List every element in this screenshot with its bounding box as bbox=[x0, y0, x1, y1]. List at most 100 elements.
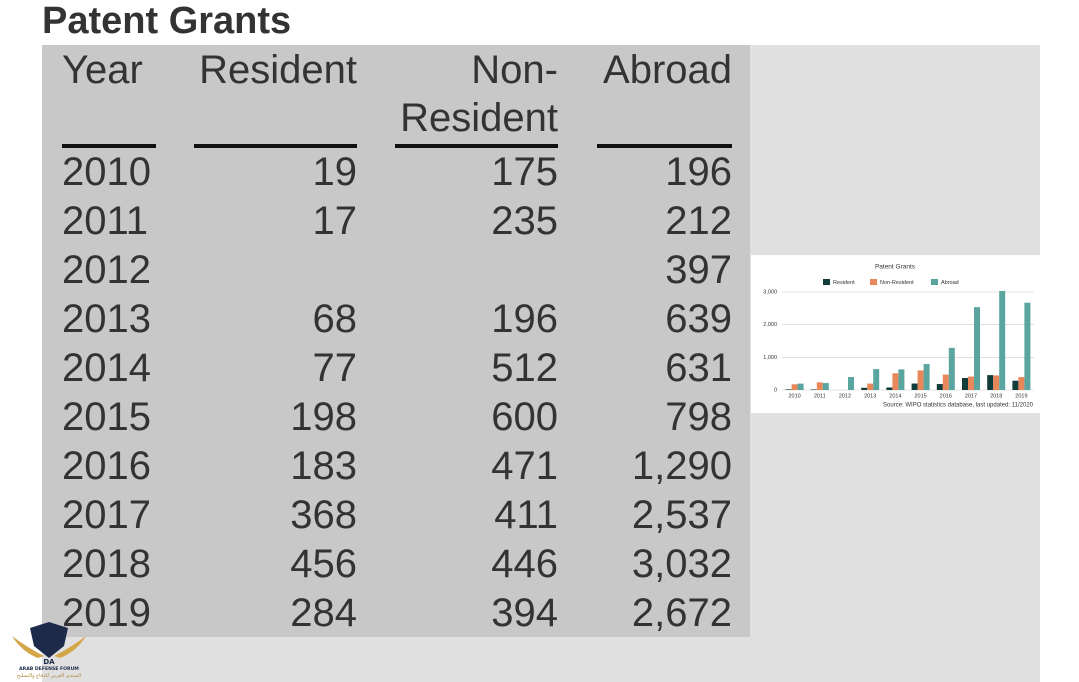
year-cell: 2012 bbox=[62, 248, 151, 292]
x-tick-label: 2017 bbox=[965, 393, 977, 399]
y-tick-label: 2,000 bbox=[763, 322, 777, 328]
legend-label: Abroad bbox=[941, 280, 959, 286]
x-tick-label: 2016 bbox=[940, 393, 952, 399]
bar bbox=[873, 369, 880, 390]
column-header: Non-Resident bbox=[400, 48, 558, 140]
bar bbox=[942, 374, 949, 390]
bar bbox=[1018, 377, 1025, 390]
page-title: Patent Grants bbox=[42, 0, 292, 42]
logo-arabic: المنتدى العربي للدفاع والتسليح bbox=[17, 673, 81, 679]
value-cell: 19 bbox=[312, 150, 358, 194]
year-cell: 2015 bbox=[62, 395, 151, 439]
chart-source: Source: WIPO statistics database, last u… bbox=[883, 403, 1034, 409]
x-tick-label: 2010 bbox=[788, 393, 800, 399]
value-cell: 471 bbox=[491, 444, 558, 488]
bar bbox=[898, 369, 905, 390]
bar bbox=[917, 370, 924, 390]
bar bbox=[974, 307, 980, 390]
chart-title: Patent Grants bbox=[875, 264, 916, 271]
x-tick-label: 2014 bbox=[889, 393, 901, 399]
bar bbox=[785, 389, 792, 390]
bar bbox=[1012, 380, 1019, 390]
x-tick-label: 2011 bbox=[814, 393, 826, 399]
legend-swatch bbox=[870, 279, 877, 285]
value-cell: 3,032 bbox=[631, 542, 732, 586]
bar bbox=[936, 384, 943, 390]
value-cell: 394 bbox=[491, 591, 558, 635]
legend-label: Resident bbox=[833, 280, 855, 286]
value-cell: 368 bbox=[290, 493, 357, 537]
logo-initials: DA bbox=[43, 658, 55, 666]
legend-swatch bbox=[931, 279, 938, 285]
value-cell: 196 bbox=[491, 297, 558, 341]
bar bbox=[993, 375, 1000, 390]
year-cell: 2019 bbox=[62, 591, 151, 635]
legend-label: Non-Resident bbox=[880, 280, 914, 286]
x-tick-label: 2018 bbox=[990, 393, 1002, 399]
bar bbox=[816, 382, 823, 390]
value-cell: 77 bbox=[312, 346, 358, 390]
chart: Patent Grants Source: WIPO statistics da… bbox=[751, 255, 1040, 413]
bar bbox=[923, 363, 930, 390]
x-tick-label: 2019 bbox=[1015, 393, 1027, 399]
logo: DA ARAB DEFENSE FORUM المنتدى العربي للد… bbox=[12, 622, 86, 679]
logo-name: ARAB DEFENSE FORUM bbox=[19, 666, 79, 672]
value-cell: 196 bbox=[665, 150, 732, 194]
value-cell: 456 bbox=[290, 542, 357, 586]
x-tick-label: 2013 bbox=[864, 393, 876, 399]
value-cell: 2,672 bbox=[631, 591, 732, 635]
header-rule bbox=[194, 144, 357, 148]
value-cell: 631 bbox=[665, 346, 732, 390]
bar bbox=[987, 375, 994, 390]
bar bbox=[968, 376, 974, 390]
header-rule bbox=[62, 144, 156, 148]
y-tick-label: 0 bbox=[774, 387, 777, 393]
value-cell: 17 bbox=[312, 199, 358, 243]
logo-shield bbox=[30, 622, 68, 658]
bar bbox=[886, 387, 893, 390]
column-header: Abroad bbox=[603, 48, 732, 92]
table-panel bbox=[42, 45, 750, 637]
value-cell: 397 bbox=[665, 248, 732, 292]
bar bbox=[962, 377, 968, 390]
bar bbox=[797, 383, 804, 390]
value-cell: 798 bbox=[665, 395, 732, 439]
year-cell: 2014 bbox=[62, 346, 151, 390]
year-cell: 2016 bbox=[62, 444, 151, 488]
value-cell: 68 bbox=[312, 297, 358, 341]
value-cell: 198 bbox=[290, 395, 357, 439]
value-cell: 512 bbox=[491, 346, 558, 390]
bar bbox=[848, 377, 854, 390]
x-tick-label: 2015 bbox=[914, 393, 926, 399]
year-cell: 2010 bbox=[62, 150, 151, 194]
value-cell: 2,537 bbox=[631, 493, 732, 537]
bar bbox=[892, 373, 899, 390]
y-tick-label: 3,000 bbox=[763, 289, 777, 295]
bar bbox=[1024, 302, 1031, 390]
bar bbox=[948, 347, 955, 390]
value-cell: 235 bbox=[491, 199, 558, 243]
column-header: Year bbox=[62, 48, 143, 92]
value-cell: 212 bbox=[665, 199, 732, 243]
value-cell: 175 bbox=[491, 150, 558, 194]
bar bbox=[791, 384, 798, 390]
value-cell: 411 bbox=[494, 493, 558, 537]
header-rule bbox=[395, 144, 558, 148]
value-cell: 639 bbox=[665, 297, 732, 341]
value-cell: 446 bbox=[491, 542, 558, 586]
bar bbox=[810, 389, 817, 390]
y-tick-label: 1,000 bbox=[763, 355, 777, 361]
bar bbox=[911, 383, 918, 390]
logo-wings bbox=[12, 636, 86, 658]
value-cell: 284 bbox=[290, 591, 357, 635]
year-cell: 2018 bbox=[62, 542, 151, 586]
year-cell: 2011 bbox=[62, 199, 149, 243]
column-header: Resident bbox=[199, 48, 357, 92]
value-cell: 183 bbox=[290, 444, 357, 488]
value-cell: 600 bbox=[491, 395, 558, 439]
year-cell: 2017 bbox=[62, 493, 151, 537]
legend-swatch bbox=[823, 279, 830, 285]
bar bbox=[822, 383, 829, 390]
x-tick-label: 2012 bbox=[839, 393, 851, 399]
header-rule bbox=[597, 144, 732, 148]
